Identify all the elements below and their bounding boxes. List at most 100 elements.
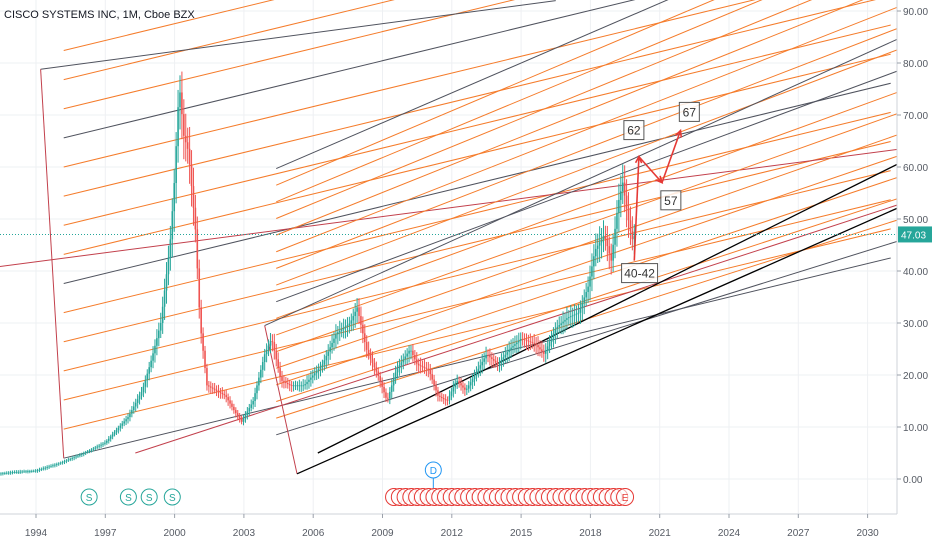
projection-arrows[interactable]	[633, 128, 683, 261]
annotation-label[interactable]: 67	[678, 101, 700, 122]
split-marker[interactable]: S	[163, 488, 181, 506]
candle-body	[84, 452, 87, 454]
channel-bottom-line[interactable]	[296, 205, 903, 475]
channel-line[interactable]	[276, 0, 902, 170]
candle-body	[292, 385, 295, 387]
split-marker[interactable]: S	[80, 488, 98, 506]
dividend-marker[interactable]: D	[424, 461, 442, 488]
x-tick-label: 2027	[787, 528, 810, 539]
channel-line[interactable]	[276, 68, 903, 303]
annotation-labels[interactable]: 62 57 67 40-42	[621, 101, 700, 284]
channel-line[interactable]	[276, 239, 903, 436]
candle-body	[354, 311, 356, 317]
drawing-tools[interactable]	[0, 0, 903, 475]
earnings-marker[interactable]	[616, 488, 635, 506]
candle-body	[535, 343, 537, 346]
annotation-label[interactable]: 57	[660, 190, 682, 211]
fib-level-line[interactable]	[63, 228, 891, 430]
fib-level-line[interactable]	[63, 111, 891, 314]
candle-body	[283, 380, 285, 382]
candle-body	[415, 359, 418, 364]
fib-level-line[interactable]	[276, 111, 903, 336]
projection-segment[interactable]	[638, 156, 663, 184]
candle-body	[589, 276, 591, 287]
candle-body	[73, 457, 75, 459]
fib-level-line[interactable]	[63, 0, 891, 197]
fib-level-line[interactable]	[63, 0, 891, 81]
candle-body	[462, 385, 464, 388]
channel-line[interactable]	[63, 257, 891, 459]
x-tick-label: 2012	[441, 528, 464, 539]
fib-level-line[interactable]	[276, 154, 903, 369]
channel-line[interactable]	[63, 0, 891, 139]
fib-level-line[interactable]	[63, 0, 891, 168]
channel-line[interactable]	[63, 82, 891, 284]
annotation-label[interactable]: 40-42	[621, 263, 659, 284]
candle-body	[456, 381, 458, 383]
candle-body	[329, 347, 331, 352]
candle-body	[48, 466, 50, 468]
candle-body	[242, 418, 245, 422]
candle-body	[340, 329, 343, 331]
split-marker[interactable]: S	[140, 488, 158, 506]
candle-body	[616, 212, 618, 229]
fib-level-line[interactable]	[63, 24, 891, 226]
channel-top-line[interactable]	[40, 0, 556, 70]
candle-body	[569, 316, 572, 318]
candle-body	[323, 360, 326, 365]
projection-segment[interactable]	[661, 130, 682, 183]
candle-body	[79, 454, 81, 456]
candle-body	[446, 400, 449, 401]
fib-level-line[interactable]	[276, 0, 902, 219]
fib-level-line[interactable]	[276, 0, 902, 186]
candle-body	[568, 317, 570, 319]
candle-body	[523, 339, 526, 340]
projection-segment[interactable]	[633, 156, 640, 261]
candle-body	[335, 334, 337, 339]
candle-body	[533, 342, 535, 344]
fib-level-line[interactable]	[276, 4, 903, 253]
candle-body	[473, 375, 476, 379]
fib-level-line[interactable]	[276, 0, 902, 236]
annotation-text: 67	[683, 105, 697, 119]
candle-body	[34, 470, 37, 472]
event-markers[interactable]: S S S S E D	[80, 461, 635, 506]
fib-level-line[interactable]	[276, 132, 903, 353]
candle-body	[531, 342, 534, 343]
candle-body	[581, 302, 584, 309]
candle-body	[448, 395, 451, 401]
median-line[interactable]	[135, 202, 903, 454]
candle-body	[442, 397, 445, 400]
candle-body	[111, 434, 114, 437]
candle-body	[59, 462, 62, 464]
candle-body	[587, 286, 589, 293]
annotation-label[interactable]: 62	[623, 120, 645, 141]
candle-body	[23, 471, 25, 473]
fib-level-line[interactable]	[276, 0, 902, 203]
candle-body	[383, 386, 385, 393]
candle-body	[19, 471, 22, 473]
channel-support-line[interactable]	[317, 161, 903, 454]
candle-body	[408, 350, 410, 354]
channel-top-line[interactable]	[264, 36, 903, 327]
median-line[interactable]	[0, 148, 903, 269]
candle-body	[583, 297, 586, 303]
fib-level-line[interactable]	[276, 196, 903, 402]
candle-body	[344, 326, 347, 328]
candle-body	[240, 418, 243, 422]
candle-body	[546, 346, 549, 351]
candle-body	[419, 365, 422, 367]
candle-body	[394, 372, 397, 379]
fib-level-line[interactable]	[276, 47, 903, 286]
fib-level-line[interactable]	[63, 0, 891, 110]
candle-body	[400, 362, 403, 366]
split-marker[interactable]: S	[119, 488, 137, 506]
fib-level-line[interactable]	[276, 26, 903, 269]
fib-anchor-line[interactable]	[40, 69, 65, 459]
candle-body	[500, 359, 503, 363]
fib-level-line[interactable]	[63, 0, 891, 52]
fib-level-line[interactable]	[276, 90, 903, 319]
candle-body	[260, 369, 262, 378]
